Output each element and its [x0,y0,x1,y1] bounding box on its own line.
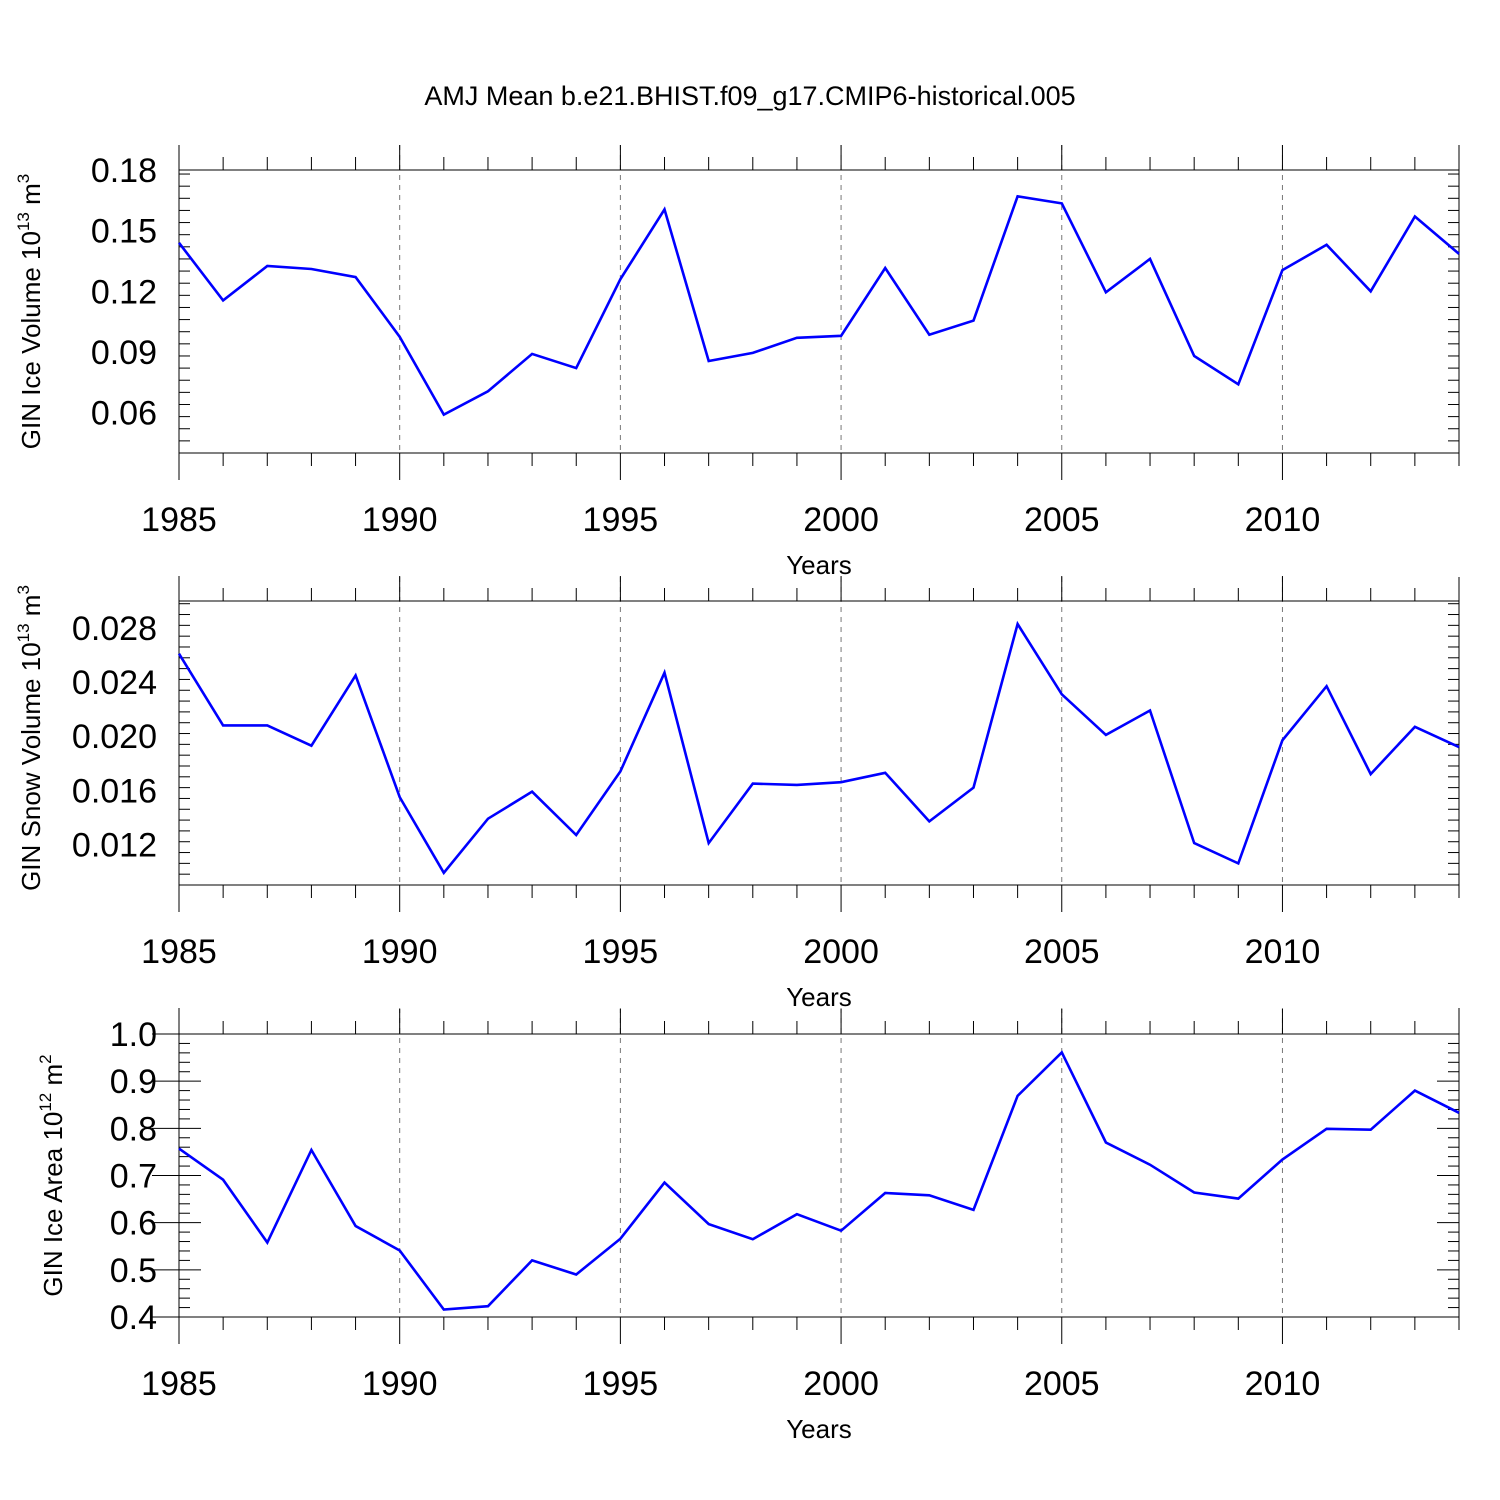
x-axis-label: Years [786,982,852,1012]
x-tick-label: 1985 [141,1365,217,1403]
y-tick-label: 0.18 [91,152,157,190]
series-line-gin-snow-volume [177,620,1460,876]
x-axis-label: Years [786,550,852,580]
chart-panel-2: 0.012 0.016 0.020 0.024 0.028 1985 1990 1995 200… [14,576,1460,1012]
y-tick-label: 0.028 [72,610,157,648]
x-tick-label: 2000 [803,933,879,971]
y-tick-label: 1.0 [110,1016,157,1054]
x-tick-label: 1990 [362,1365,438,1403]
x-tick-label: 1995 [583,1365,659,1403]
x-tick-label: 1995 [583,933,659,971]
y-tick-label: 0.8 [110,1110,157,1148]
x-tick-label: 1990 [362,933,438,971]
x-tick-label: 2005 [1024,933,1100,971]
y-tick-label: 0.024 [72,664,157,702]
figure-title: AMJ Mean b.e21.BHIST.f09_g17.CMIP6-histo… [424,81,1075,111]
y-tick-label: 0.12 [91,273,157,311]
chart-panel-3: 0.4 0.5 0.6 0.7 0.8 0.9 1.0 1985 1990 1995 2000 200… [36,1008,1460,1444]
x-tick-label: 2010 [1245,933,1321,971]
y-axis-label: GIN Snow Volume 1013 m3 [14,585,46,891]
x-tick-label: 2005 [1024,501,1100,539]
chart-panel-1: 0.06 0.09 0.12 0.15 0.18 1985 1990 1995 2000 2005… [14,145,1460,580]
x-tick-label: 1985 [141,501,217,539]
x-tick-label: 2010 [1245,501,1321,539]
x-tick-label: 1995 [583,501,659,539]
series-line-gin-ice-area [178,1050,1460,1311]
x-tick-label: 2000 [803,501,879,539]
y-axis-label: GIN Ice Volume 1013 m3 [14,174,46,450]
y-tick-label: 0.15 [91,213,157,251]
y-tick-label: 0.012 [72,826,157,864]
x-tick-label: 2000 [803,1365,879,1403]
y-tick-label: 0.09 [91,334,157,372]
x-tick-label: 2005 [1024,1365,1100,1403]
y-tick-label: 0.016 [72,772,157,810]
y-tick-label: 0.020 [72,718,157,756]
y-tick-label: 0.06 [91,395,157,433]
y-tick-label: 0.6 [110,1205,157,1243]
x-tick-label: 1985 [141,933,217,971]
x-tick-label: 1990 [362,501,438,539]
y-tick-label: 0.5 [110,1252,157,1290]
y-axis-label: GIN Ice Area 1012 m2 [36,1054,68,1296]
y-tick-label: 0.9 [110,1063,157,1101]
series-line-gin-ice-volume [177,194,1460,417]
y-tick-label: 0.7 [110,1158,157,1196]
x-tick-label: 2010 [1245,1365,1321,1403]
y-tick-label: 0.4 [110,1299,157,1337]
x-axis-label: Years [786,1414,852,1444]
